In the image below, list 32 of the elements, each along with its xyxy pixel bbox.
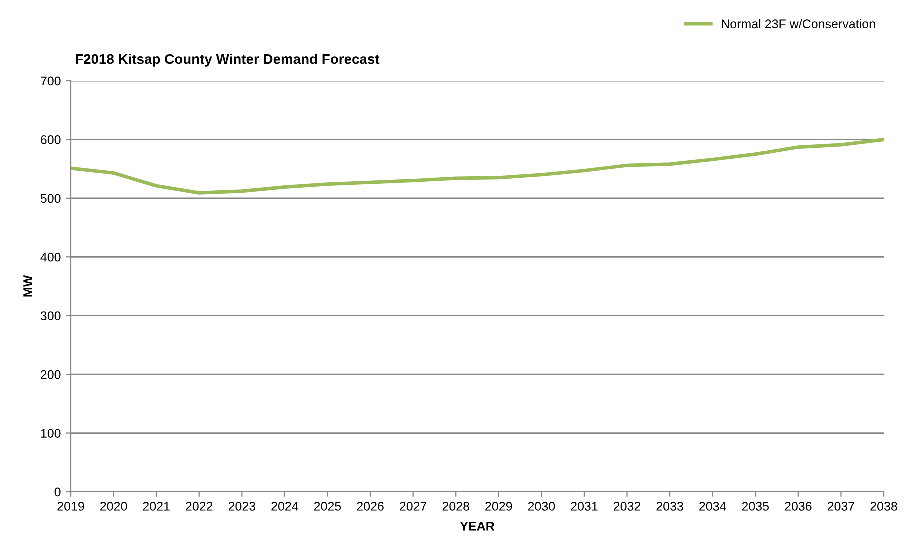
y-tick-label: 100 bbox=[41, 429, 61, 438]
y-tick-label: 700 bbox=[41, 76, 61, 86]
x-tick-label: 2035 bbox=[742, 502, 770, 511]
x-tick-label: 2034 bbox=[700, 502, 726, 511]
x-tick-label: 2029 bbox=[486, 502, 512, 511]
x-tick-label: 2037 bbox=[828, 502, 854, 511]
x-tick-label: 2023 bbox=[228, 502, 256, 511]
x-tick-label: 2036 bbox=[785, 502, 812, 511]
y-tick-label: 200 bbox=[41, 370, 61, 380]
x-tick-label: 2026 bbox=[357, 502, 384, 511]
x-tick-label: 2031 bbox=[571, 502, 598, 511]
y-tick-label: 0 bbox=[54, 488, 61, 497]
y-axis-title: MW bbox=[24, 275, 32, 297]
x-tick-label: 2027 bbox=[400, 502, 427, 511]
x-tick-label: 2019 bbox=[58, 502, 84, 511]
x-tick-label: 2028 bbox=[442, 502, 470, 511]
x-tick-label: 2025 bbox=[314, 502, 342, 511]
x-tick-label: 2021 bbox=[143, 502, 170, 511]
x-tick-label: 2024 bbox=[272, 502, 298, 511]
legend-label: Normal 23F w/Conservation bbox=[722, 19, 876, 29]
x-axis-title: YEAR bbox=[460, 522, 495, 531]
x-tick-label: 2038 bbox=[870, 502, 898, 511]
chart-title: F2018 Kitsap County Winter Demand Forecast bbox=[76, 54, 380, 67]
y-tick-label: 500 bbox=[40, 194, 61, 204]
x-tick-label: 2030 bbox=[528, 502, 556, 511]
x-tick-label: 2033 bbox=[656, 502, 684, 511]
x-tick-label: 2020 bbox=[100, 502, 128, 511]
y-tick-label: 400 bbox=[40, 252, 61, 262]
x-tick-label: 2032 bbox=[614, 502, 641, 511]
y-tick-label: 600 bbox=[41, 136, 61, 144]
x-tick-label: 2022 bbox=[186, 502, 213, 511]
y-tick-label: 300 bbox=[40, 312, 61, 321]
